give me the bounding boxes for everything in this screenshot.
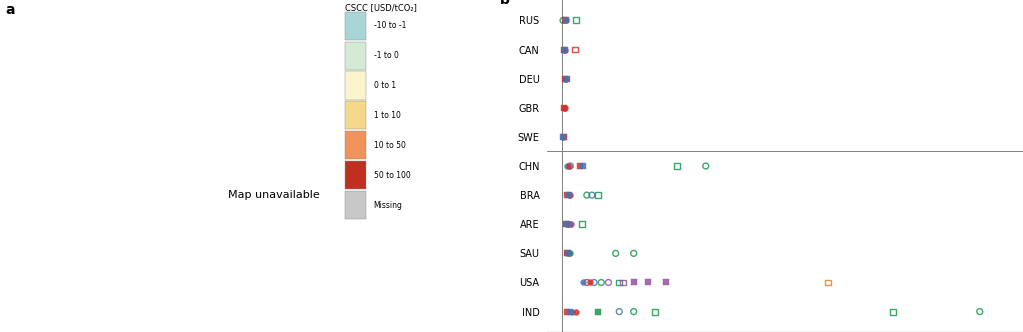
Point	[567, 47, 583, 52]
Point	[625, 251, 641, 256]
Point	[557, 105, 573, 111]
Point	[560, 163, 576, 169]
Point	[568, 309, 584, 314]
Point	[562, 309, 578, 314]
Text: 10 to 50: 10 to 50	[373, 141, 405, 150]
Text: 50 to 100: 50 to 100	[373, 171, 410, 180]
Text: CSCC [USD/tCO₂]: CSCC [USD/tCO₂]	[345, 3, 416, 12]
Point	[820, 280, 837, 285]
Point	[558, 18, 574, 23]
Point	[559, 251, 575, 256]
Point	[611, 309, 627, 314]
Point	[555, 134, 572, 139]
Point	[560, 251, 576, 256]
Point	[557, 47, 573, 52]
Point	[558, 18, 574, 23]
Point	[558, 105, 574, 111]
Point	[640, 280, 657, 285]
FancyBboxPatch shape	[345, 191, 365, 219]
Text: 1 to 10: 1 to 10	[373, 111, 401, 120]
Text: 0 to 1: 0 to 1	[373, 81, 396, 90]
Point	[561, 193, 577, 198]
Point	[608, 251, 624, 256]
Point	[562, 193, 578, 198]
Point	[658, 280, 674, 285]
Point	[972, 309, 988, 314]
Point	[554, 315, 571, 320]
Point	[561, 251, 577, 256]
Point	[582, 280, 598, 285]
Text: -1 to 0: -1 to 0	[373, 51, 399, 60]
Point	[563, 221, 579, 227]
Point	[560, 309, 576, 314]
Text: -10 to -1: -10 to -1	[373, 21, 406, 30]
Point	[557, 105, 573, 111]
Point	[572, 163, 588, 169]
FancyBboxPatch shape	[345, 101, 365, 129]
Point	[558, 221, 574, 227]
Point	[557, 47, 573, 52]
Point	[565, 309, 581, 314]
Point	[560, 251, 576, 256]
FancyBboxPatch shape	[345, 131, 365, 159]
Point	[669, 163, 685, 169]
FancyBboxPatch shape	[345, 71, 365, 100]
Point	[589, 309, 606, 314]
FancyBboxPatch shape	[345, 161, 365, 189]
Point	[554, 134, 571, 139]
Point	[615, 280, 631, 285]
Point	[593, 280, 610, 285]
Point	[575, 280, 591, 285]
Point	[561, 163, 577, 169]
Point	[562, 251, 578, 256]
Point	[601, 280, 617, 285]
Point	[561, 193, 577, 198]
Text: a: a	[5, 3, 15, 17]
FancyBboxPatch shape	[345, 42, 365, 70]
Point	[554, 134, 571, 139]
Point	[554, 18, 571, 23]
Point	[559, 221, 575, 227]
Point	[558, 18, 574, 23]
Point	[562, 221, 578, 227]
Point	[554, 319, 571, 325]
Point	[559, 76, 575, 81]
Point	[586, 280, 603, 285]
Point	[558, 47, 574, 52]
Point	[579, 280, 595, 285]
Point	[558, 76, 574, 81]
Point	[584, 193, 601, 198]
Point	[560, 193, 576, 198]
Point	[558, 76, 574, 81]
Point	[558, 18, 574, 23]
Text: Map unavailable: Map unavailable	[228, 191, 319, 201]
Point	[625, 280, 641, 285]
Point	[575, 163, 591, 169]
Point	[574, 221, 590, 227]
Point	[885, 309, 901, 314]
Point	[648, 309, 664, 314]
Point	[579, 193, 595, 198]
Point	[562, 163, 578, 169]
Point	[589, 193, 606, 198]
Point	[558, 76, 574, 81]
Point	[611, 280, 627, 285]
Text: b: b	[499, 0, 509, 7]
Point	[554, 324, 571, 329]
Point	[554, 328, 571, 332]
Point	[558, 47, 574, 52]
FancyBboxPatch shape	[345, 12, 365, 40]
Point	[698, 163, 714, 169]
Point	[568, 18, 584, 23]
Point	[560, 221, 576, 227]
Point	[625, 309, 641, 314]
Text: Missing: Missing	[373, 201, 403, 209]
Point	[560, 221, 576, 227]
